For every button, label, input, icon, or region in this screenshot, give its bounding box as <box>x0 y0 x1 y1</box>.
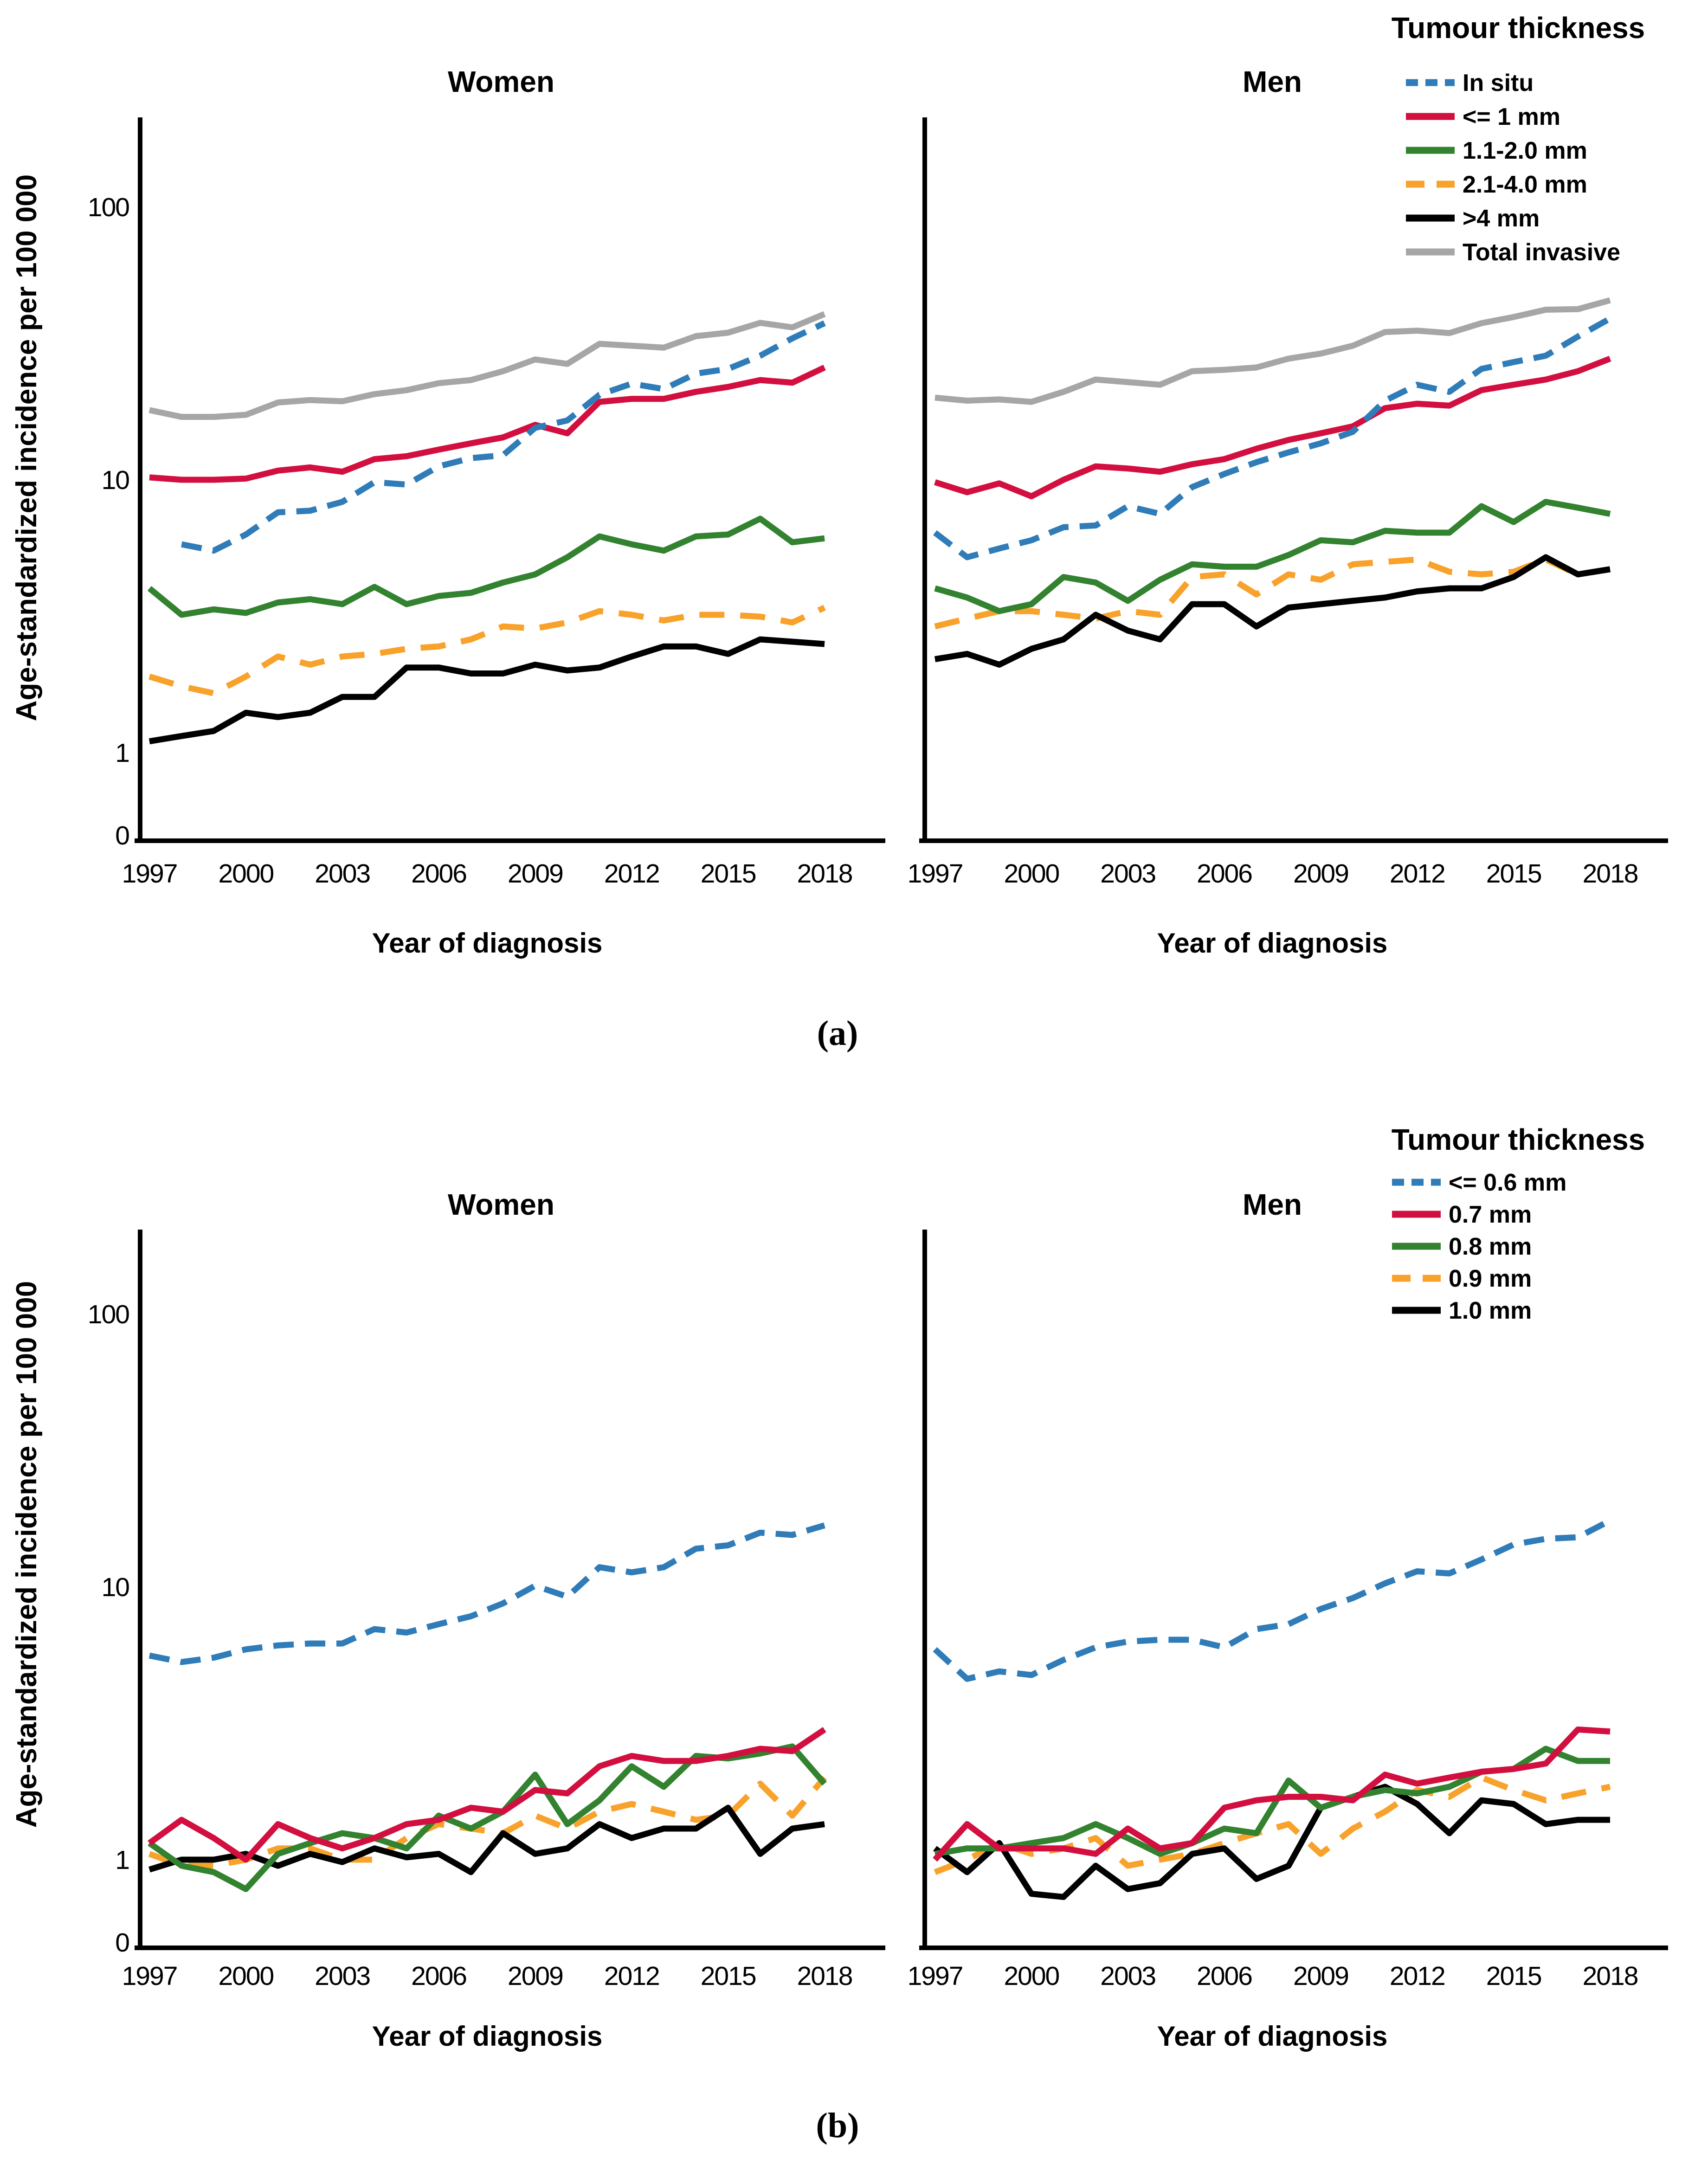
x-tick-label: 2000 <box>218 1961 273 1991</box>
x-tick-label: 2015 <box>701 859 756 889</box>
caption-b: (b) <box>816 2106 859 2145</box>
legend-label-in-situ: In situ <box>1463 70 1534 97</box>
line-0-8-mm <box>148 1743 827 1892</box>
line-0-7-mm <box>933 1727 1611 1862</box>
line-1-mm <box>934 355 1611 500</box>
legend-label-0-6-mm: <= 0.6 mm <box>1449 1169 1566 1196</box>
line-4-mm <box>148 636 825 745</box>
y-tick-label: 0 <box>115 1928 129 1958</box>
x-tick-label: 2015 <box>701 1961 756 1991</box>
y-tick-label: 10 <box>102 465 129 495</box>
line-2-1-4-0-mm <box>148 605 826 696</box>
legend-a: In situ <= 1 mm 1.1-2.0 mm 2.1-4.0 mm >4 mm T… <box>1406 70 1620 266</box>
line-total-invasive <box>148 311 826 420</box>
x-tick-label: 2012 <box>604 1961 659 1991</box>
legend-a-title: Tumour thickness <box>1392 11 1645 45</box>
chart-b-men-title: Men <box>1243 1188 1302 1221</box>
y-tick-label: 1 <box>115 738 129 768</box>
y-tick-label: 100 <box>88 193 129 222</box>
x-tick-label: 2003 <box>315 1961 370 1991</box>
x-tick-label: 2003 <box>315 859 370 889</box>
x-axis-title-b-men: Year of diagnosis <box>1157 2021 1388 2052</box>
x-tick-label: 2000 <box>1004 1961 1059 1991</box>
x-tick-label: 2006 <box>411 1961 466 1991</box>
x-tick-label: 2006 <box>411 859 466 889</box>
x-tick-label: 1997 <box>908 1961 963 1991</box>
x-axis-title-a-men: Year of diagnosis <box>1157 928 1388 959</box>
y-tick-label: 0 <box>115 821 129 850</box>
line-1-1-2-0-mm <box>934 499 1611 614</box>
x-tick-label: 2018 <box>797 859 852 889</box>
x-tick-label: 2009 <box>508 859 563 889</box>
x-tick-label: 2009 <box>1293 1961 1348 1991</box>
x-tick-label: 2009 <box>1293 859 1348 889</box>
chart-a-men-plot: 1997 2000 2003 2006 2009 2012 2015 2018 <box>908 297 1639 889</box>
x-tick-label: 1997 <box>122 1961 177 1991</box>
chart-b-men-plot: 1997 2000 2003 2006 2009 2012 2015 2018 <box>908 1518 1639 1991</box>
x-tick-label: 2018 <box>1583 859 1638 889</box>
line-1-mm <box>149 365 826 483</box>
x-axis-title-a-women: Year of diagnosis <box>372 928 603 959</box>
legend-label-1-1-2-0-mm: 1.1-2.0 mm <box>1463 137 1587 164</box>
x-tick-label: 2012 <box>1390 859 1445 889</box>
x-tick-label: 2000 <box>1004 859 1059 889</box>
x-tick-label: 2000 <box>218 859 273 889</box>
x-tick-label: 2009 <box>508 1961 563 1991</box>
legend-label-1-mm: <= 1 mm <box>1463 103 1560 130</box>
line-total-invasive <box>934 297 1611 405</box>
chart-a-men-title: Men <box>1243 65 1302 98</box>
x-tick-label: 2018 <box>1583 1961 1638 1991</box>
legend-b: <= 0.6 mm 0.7 mm 0.8 mm 0.9 mm 1.0 mm <box>1392 1169 1566 1324</box>
x-tick-label: 2003 <box>1100 859 1155 889</box>
x-tick-label: 2006 <box>1197 859 1252 889</box>
x-tick-label: 2012 <box>1390 1961 1445 1991</box>
line-4-mm <box>934 554 1611 668</box>
line-0-9-mm <box>934 1774 1611 1875</box>
legend-label-1-0-mm: 1.0 mm <box>1449 1297 1532 1324</box>
line-0-6-mm <box>148 1522 825 1665</box>
x-tick-label: 2015 <box>1486 1961 1541 1991</box>
chart-b-women-title: Women <box>448 1188 554 1221</box>
line-in-situ <box>181 320 826 554</box>
y-axis-title-a: Age-standardized incidence per 100 000 <box>11 174 43 721</box>
legend-label-0-7-mm: 0.7 mm <box>1449 1201 1532 1228</box>
line-1-0-mm <box>148 1804 825 1875</box>
line-0-6-mm <box>933 1518 1611 1682</box>
line-1-1-2-0-mm <box>147 515 825 618</box>
legend-label-0-8-mm: 0.8 mm <box>1449 1233 1532 1260</box>
x-axis-title-b-women: Year of diagnosis <box>372 2021 603 2052</box>
caption-a: (a) <box>817 1014 858 1053</box>
x-tick-label: 2018 <box>797 1961 852 1991</box>
x-tick-label: 1997 <box>122 859 177 889</box>
legend-label-4-mm: >4 mm <box>1463 205 1540 232</box>
y-tick-label: 100 <box>88 1300 129 1329</box>
x-tick-label: 2003 <box>1100 1961 1155 1991</box>
legend-label-total-invasive: Total invasive <box>1463 239 1620 266</box>
chart-a-women-title: Women <box>448 65 554 98</box>
y-axis-title-b: Age-standardized incidence per 100 000 <box>11 1281 43 1828</box>
y-tick-label: 10 <box>102 1572 129 1602</box>
x-tick-label: 1997 <box>908 859 963 889</box>
x-tick-label: 2015 <box>1486 859 1541 889</box>
legend-label-2-1-4-0-mm: 2.1-4.0 mm <box>1463 171 1587 198</box>
line-0-7-mm <box>148 1727 826 1863</box>
legend-b-title: Tumour thickness <box>1392 1123 1645 1156</box>
legend-label-0-9-mm: 0.9 mm <box>1449 1265 1532 1292</box>
x-tick-label: 2012 <box>604 859 659 889</box>
line-1-0-mm <box>933 1784 1610 1900</box>
x-tick-label: 2006 <box>1197 1961 1252 1991</box>
y-tick-label: 1 <box>115 1845 129 1875</box>
